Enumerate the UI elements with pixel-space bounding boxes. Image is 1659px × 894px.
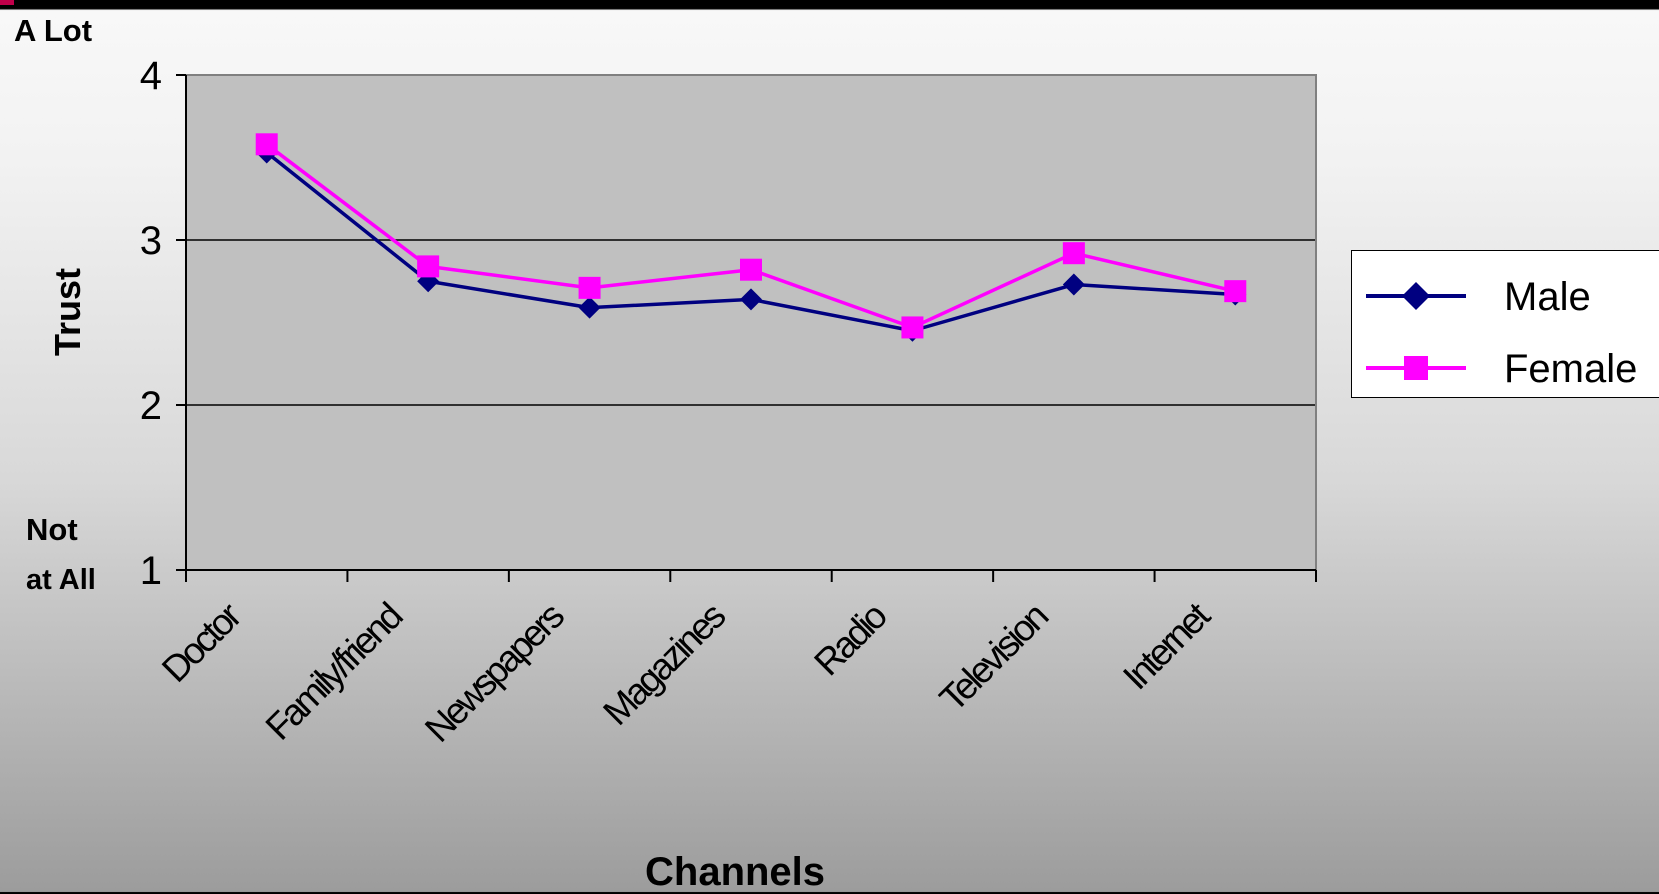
square-marker-icon [1366,356,1466,380]
y-tick-label: 4 [140,54,162,98]
bottom-annotation-line2: at All [26,564,96,596]
y-tick-labels: 1 2 3 4 [140,54,162,593]
top-accent-mark [0,0,14,5]
legend-label-female: Female [1504,347,1638,391]
data-point-female [255,133,278,156]
y-tick-label: 1 [140,549,162,593]
legend: Male Female [1351,250,1659,398]
data-point-male [740,288,762,311]
y-axis-label: Trust [47,267,88,357]
x-tick-label: Family/friend [258,596,410,748]
x-tick-labels: Doctor Family/friend Newspapers Magazines Ra… [154,594,1219,750]
y-tick-label: 2 [140,384,162,428]
y-tick-label: 3 [140,219,162,263]
data-point-male [578,296,601,319]
data-point-female [1224,280,1247,303]
plot-area [186,75,1316,570]
data-point-female [578,276,601,299]
x-tick-label: Internet [1115,594,1218,697]
legend-item-male: Male [1352,271,1659,321]
x-tick-label: Doctor [154,595,249,690]
bottom-annotation-line1: Not [26,512,78,547]
axes [176,74,1317,582]
top-border-bar [0,0,1659,5]
x-tick-label: Newspapers [417,595,572,750]
top-annotation: A Lot [14,13,93,48]
legend-item-female: Female [1352,343,1659,393]
series-markers [255,133,1247,342]
data-point-female [740,258,762,281]
data-point-male [1062,273,1085,296]
diamond-marker-icon [1366,282,1466,310]
x-tick-label: Television [932,596,1056,720]
data-point-female [1062,242,1085,265]
legend-label-male: Male [1504,275,1591,319]
x-tick-label: Radio [806,595,894,683]
data-point-female [417,255,440,278]
data-point-female [901,316,924,339]
x-tick-label: Magazines [595,595,733,733]
x-axis-label: Channels [645,850,826,894]
